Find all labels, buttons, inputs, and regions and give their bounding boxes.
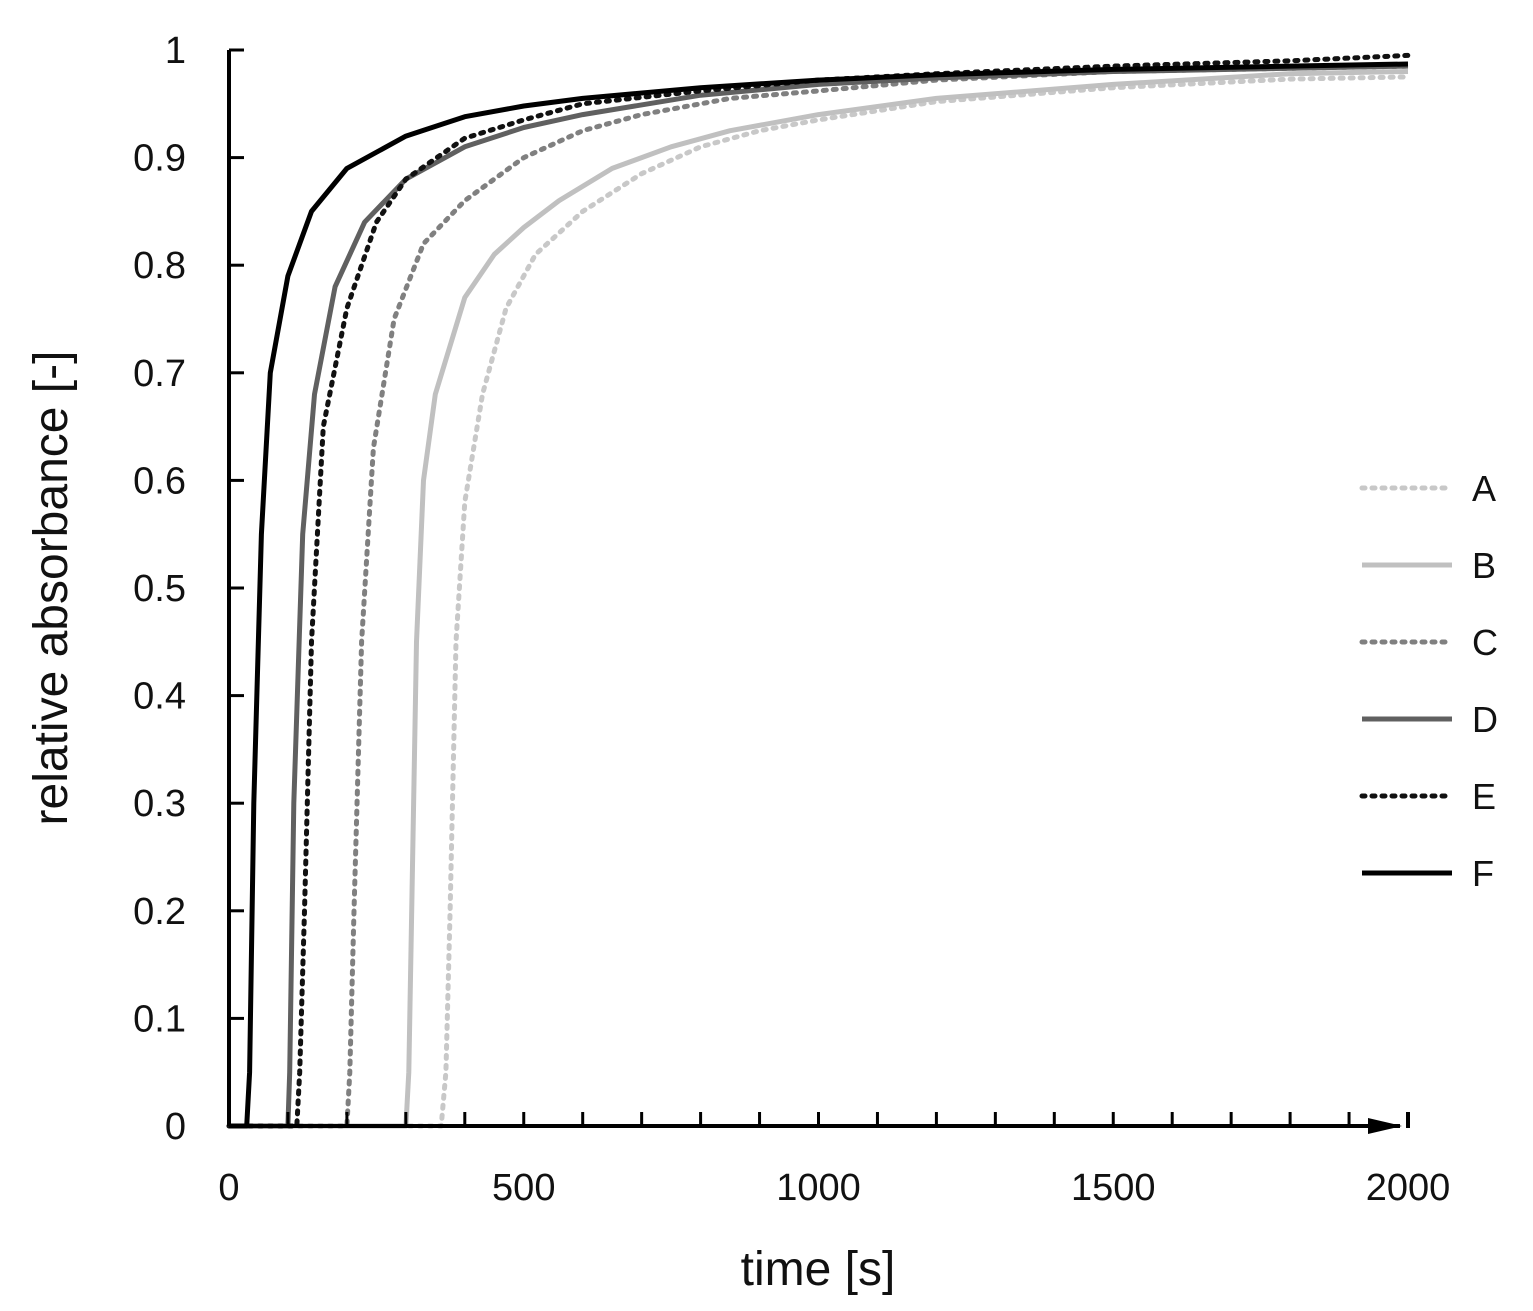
legend-label-a: A <box>1472 468 1496 509</box>
y-tick-label: 0.4 <box>133 676 186 718</box>
y-tick-label: 0 <box>165 1106 186 1148</box>
legend-label-d: D <box>1472 699 1498 740</box>
x-tick-label: 1000 <box>776 1167 861 1209</box>
x-tick-label: 0 <box>218 1167 239 1209</box>
y-tick-label: 0.1 <box>133 998 186 1040</box>
series-line-e <box>226 52 1411 1129</box>
legend-label-e: E <box>1472 776 1496 817</box>
y-tick-label: 1 <box>165 30 186 72</box>
y-tick-label: 0.5 <box>133 568 186 610</box>
x-tick-label: 2000 <box>1366 1167 1451 1209</box>
x-tick-label: 1500 <box>1071 1167 1156 1209</box>
x-tick-label: 500 <box>492 1167 555 1209</box>
series-line-a <box>226 74 1411 1129</box>
y-tick-label: 0.2 <box>133 891 186 933</box>
axes-layer: 0 0.1 0.2 0.3 0.4 0.5 0.6 0.7 0.8 0.9 1 0 500 1000 150… <box>133 30 1450 1209</box>
y-tick-label: 0.8 <box>133 245 186 287</box>
legend-label-b: B <box>1472 545 1496 586</box>
series-line-b <box>229 69 1409 1129</box>
series-line-c <box>226 63 1411 1129</box>
series-layer <box>226 52 1411 1129</box>
x-axis-title: time [s] <box>741 1243 896 1296</box>
legend-label-f: F <box>1472 853 1494 894</box>
y-tick-label: 0.3 <box>133 783 186 825</box>
legend-label-c: C <box>1472 622 1498 663</box>
y-tick-label: 0.7 <box>133 353 186 395</box>
series-line-f <box>229 61 1409 1129</box>
x-axis-arrow <box>1368 1118 1402 1134</box>
y-axis-title: relative absorbance [-] <box>25 351 78 826</box>
series-line-d <box>229 63 1409 1129</box>
y-tick-label: 0.6 <box>133 460 186 502</box>
y-tick-label: 0.9 <box>133 138 186 180</box>
